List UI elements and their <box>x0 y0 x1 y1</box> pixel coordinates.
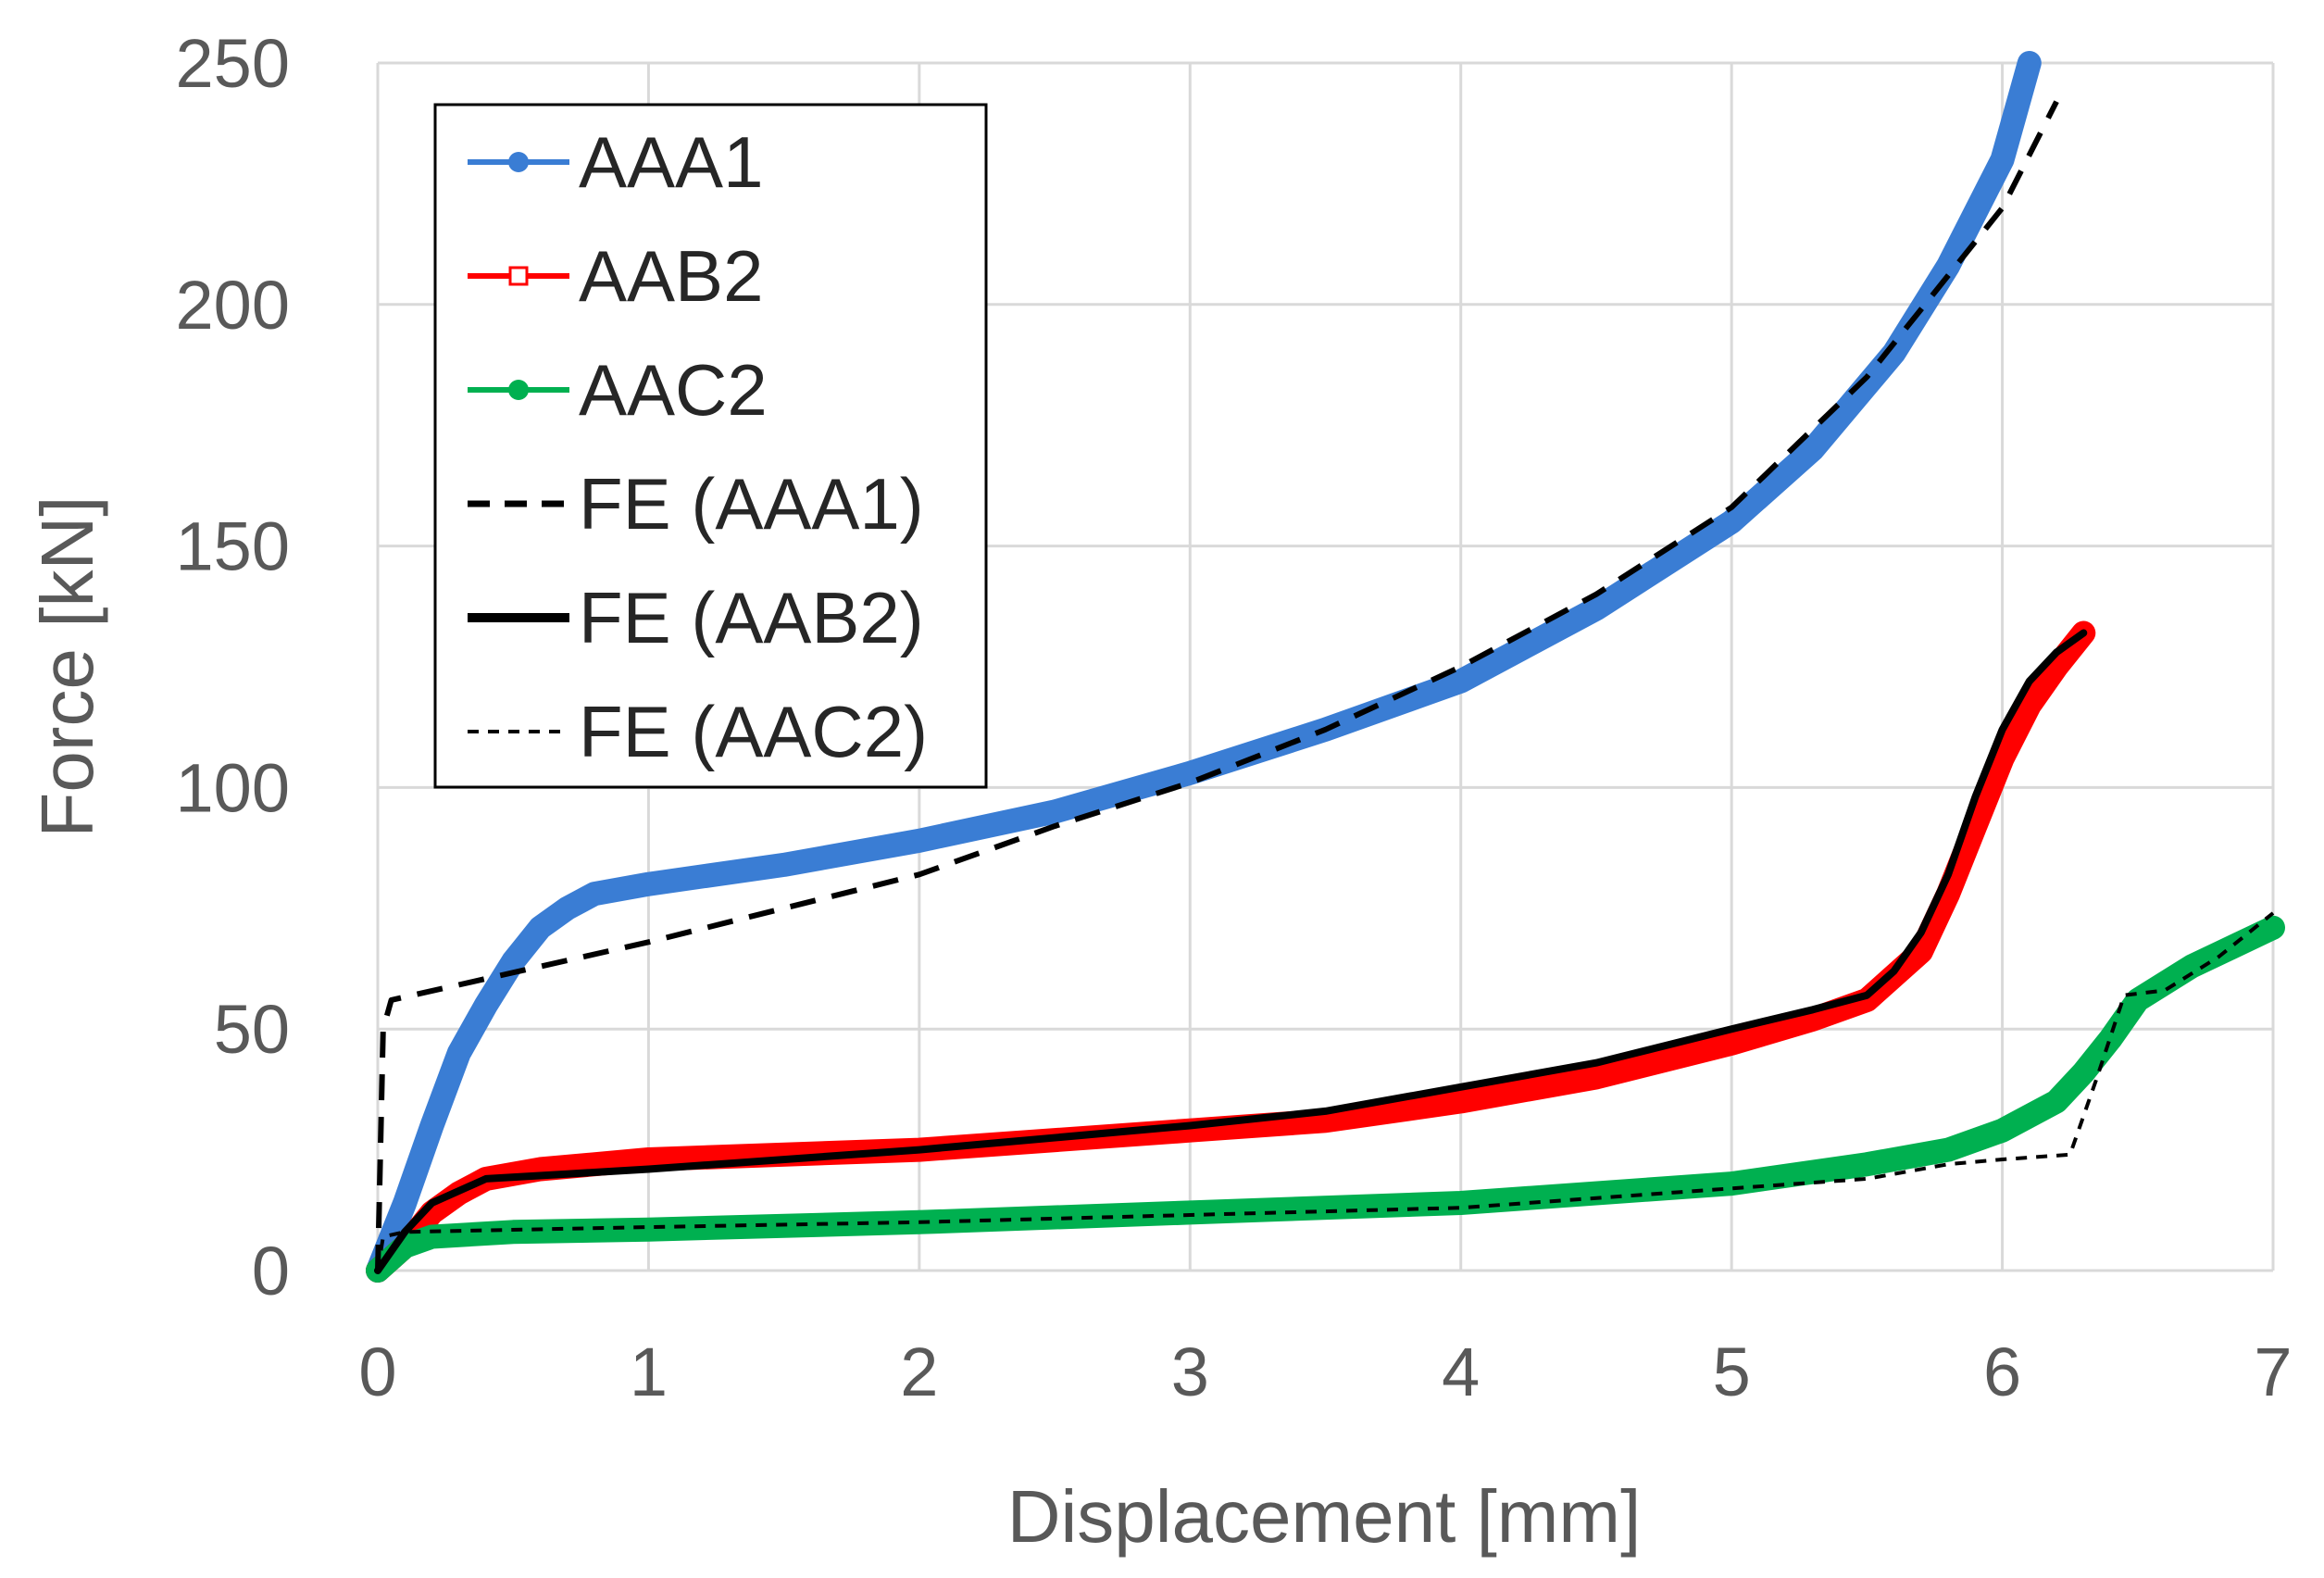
legend-marker-aaa1 <box>508 152 529 172</box>
series-line-fe-aab2 <box>374 629 2088 1274</box>
y-axis-title: Force [kN] <box>26 496 108 838</box>
legend-label-fe-aac2: FE (AAC2) <box>579 691 928 772</box>
x-tick-label: 3 <box>1171 1334 1209 1410</box>
x-tick-label: 2 <box>900 1334 938 1410</box>
legend-label-aab2: AAB2 <box>579 235 763 317</box>
y-tick-label: 200 <box>176 267 290 344</box>
legend-marker-aac2 <box>508 380 529 400</box>
x-tick-label: 4 <box>1442 1334 1480 1410</box>
legend-marker-aab2 <box>508 266 529 286</box>
legend-box <box>433 103 988 789</box>
legend-label-aac2: AAC2 <box>579 349 768 431</box>
y-tick-label: 100 <box>176 749 290 826</box>
y-tick-label: 150 <box>176 508 290 585</box>
x-axis-title: Displacement [mm] <box>1007 1475 1642 1558</box>
x-tick-label: 1 <box>630 1334 668 1410</box>
legend-label-fe-aab2: FE (AAB2) <box>579 577 924 658</box>
y-tick-label: 0 <box>252 1233 290 1309</box>
x-tick-label: 0 <box>358 1334 396 1410</box>
series-line-fe-aaa1 <box>375 100 2059 1271</box>
series-line-aaa1 <box>366 51 2042 1283</box>
x-tick-label: 5 <box>1713 1334 1751 1410</box>
tick-labels: 0 1 2 3 4 5 6 7 0 50 100 150 200 250 <box>176 25 2293 1410</box>
series-layer <box>366 51 2285 1283</box>
x-tick-label: 6 <box>1983 1334 2021 1410</box>
y-tick-label: 50 <box>214 991 290 1068</box>
legend-label-aaa1: AAA1 <box>579 121 763 203</box>
legend: AAA1 AAB2 AAC2 FE (AAA1) FE (AAB2) FE (AAC2) <box>433 103 988 789</box>
series-line-aac2 <box>366 915 2285 1283</box>
x-tick-label: 7 <box>2254 1334 2292 1410</box>
y-tick-label: 250 <box>176 25 290 102</box>
legend-label-fe-aaa1: FE (AAA1) <box>579 463 924 545</box>
